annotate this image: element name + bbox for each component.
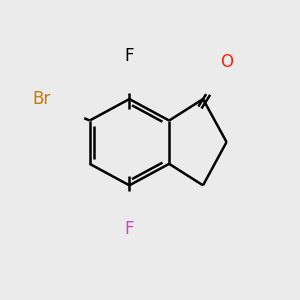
Text: O: O [220,53,233,71]
Text: F: F [124,47,134,65]
Text: F: F [124,220,134,238]
Text: Br: Br [32,90,50,108]
